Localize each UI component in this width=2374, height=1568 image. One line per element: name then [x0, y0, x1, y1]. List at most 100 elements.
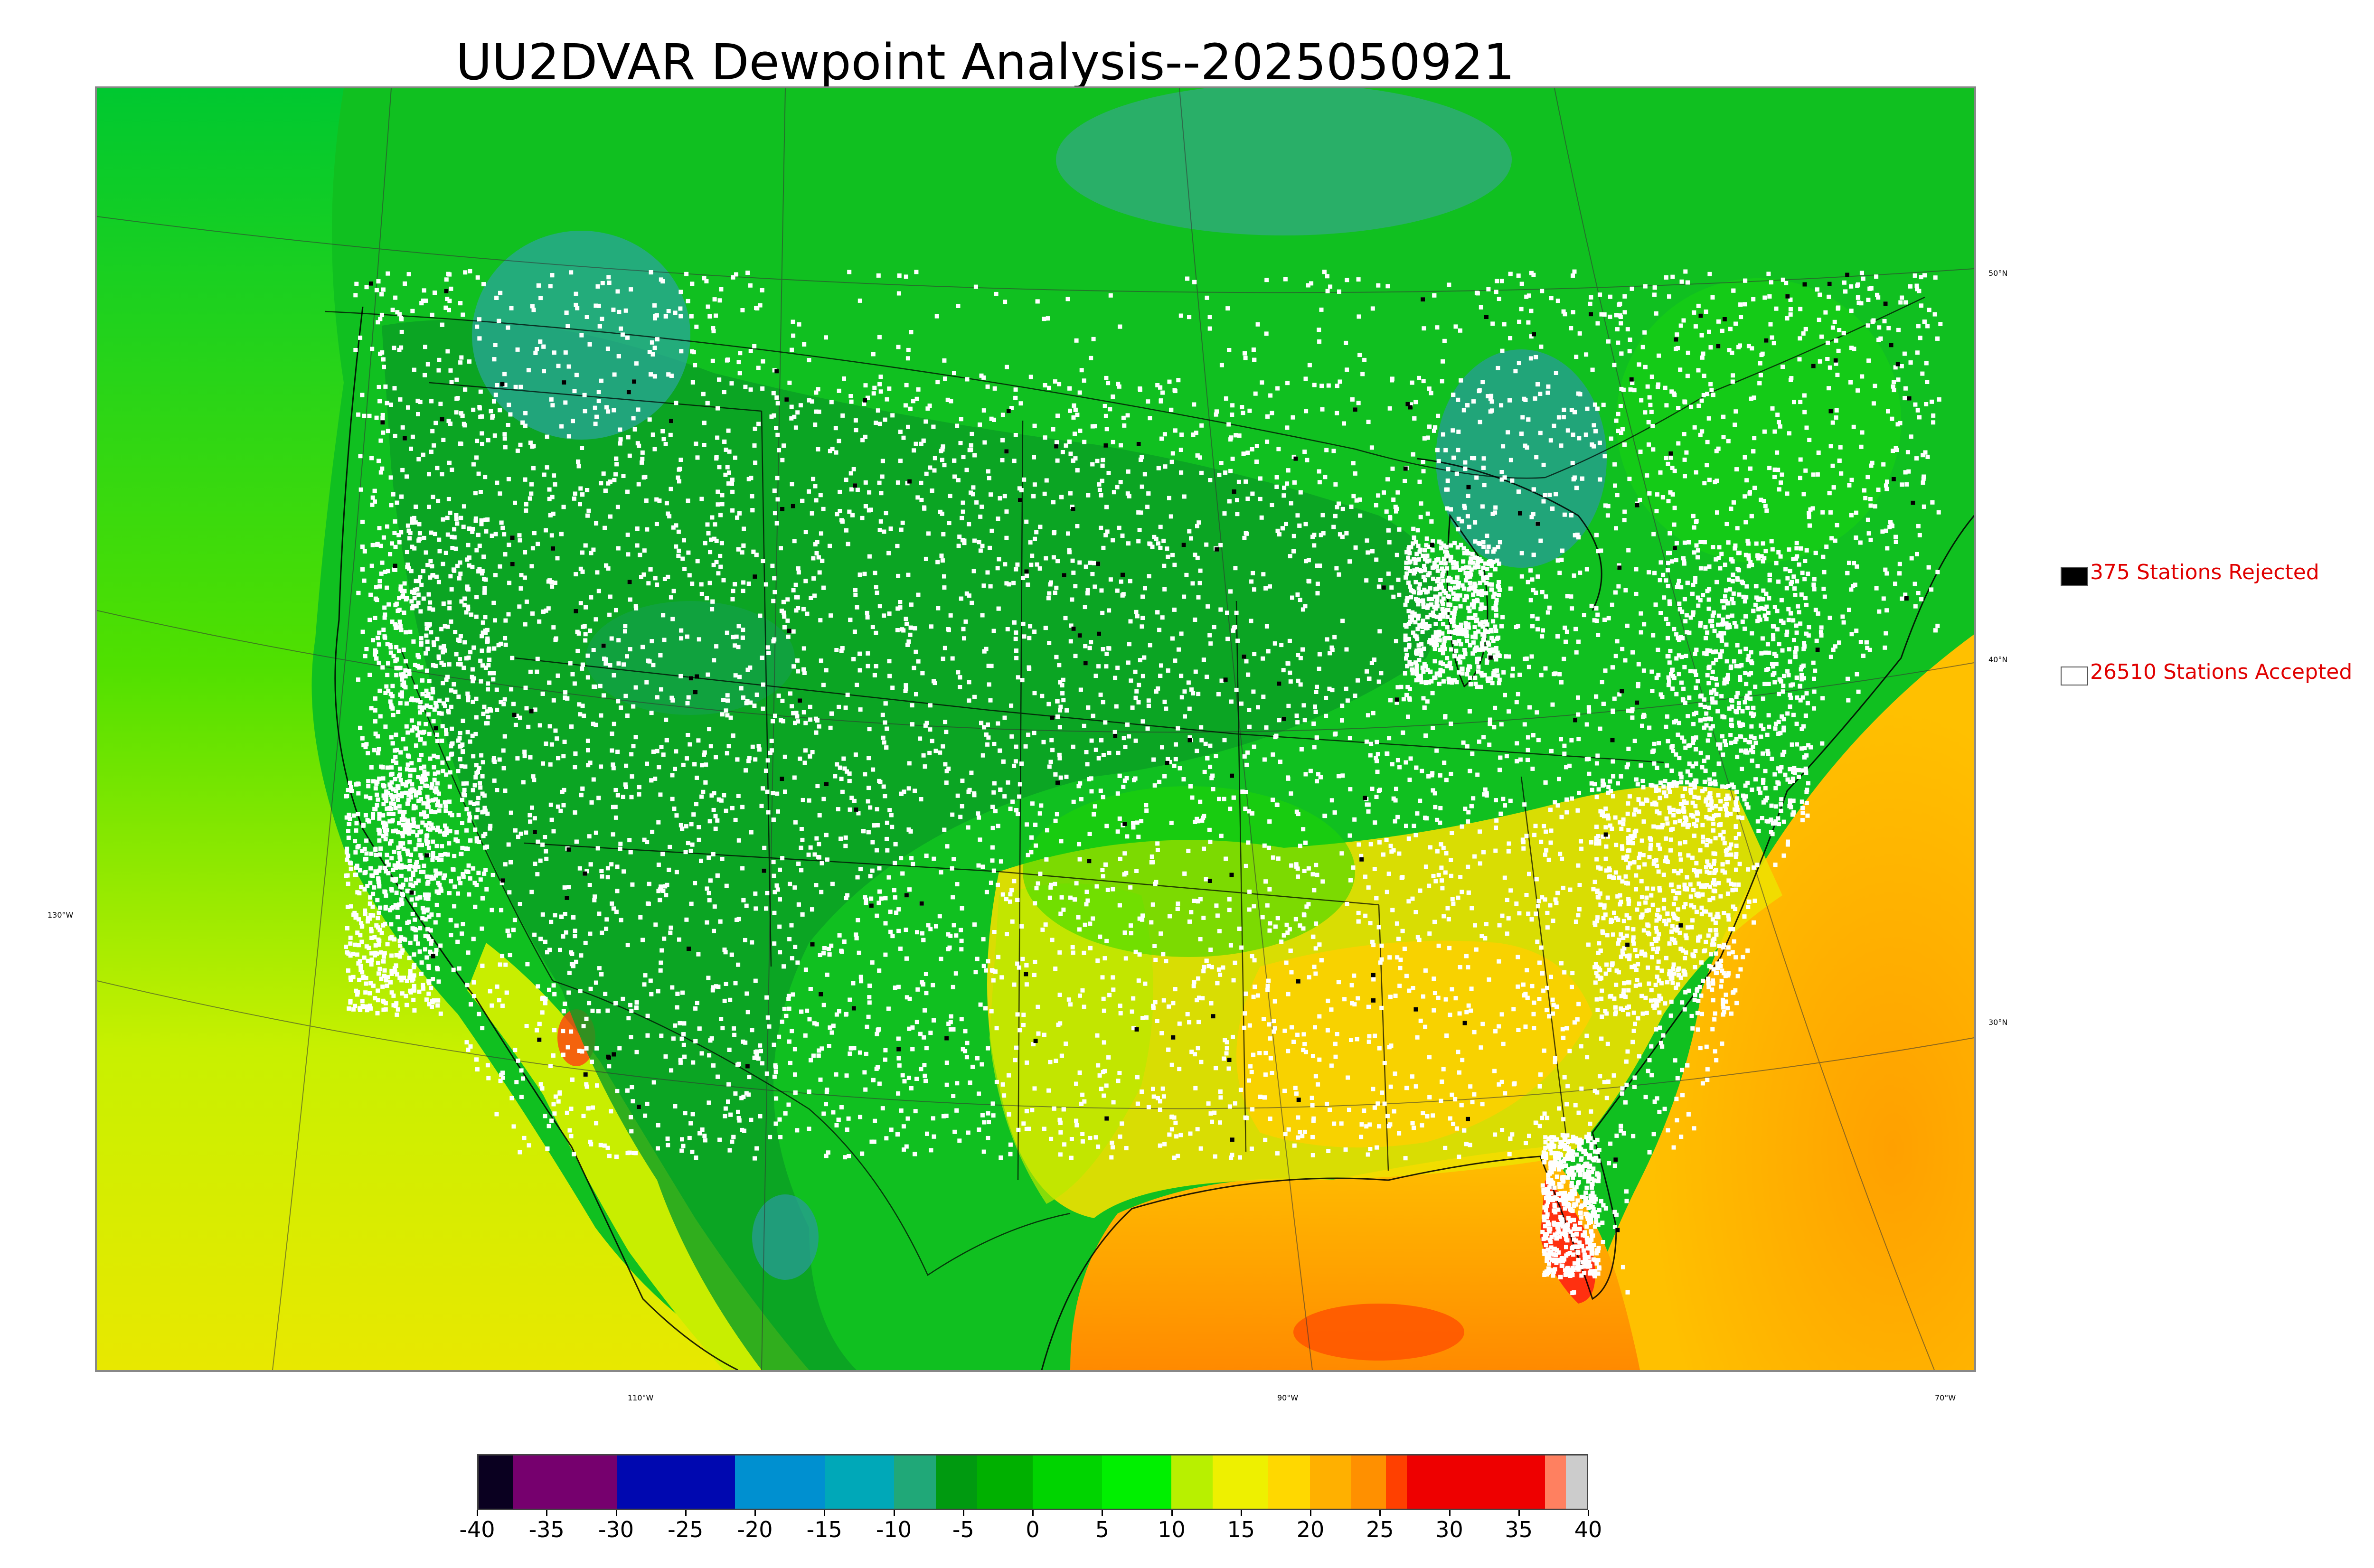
- accepted-station-marker: [655, 749, 659, 753]
- accepted-station-marker: [1763, 650, 1768, 655]
- accepted-station-marker: [1432, 976, 1436, 981]
- accepted-station-marker: [1540, 895, 1545, 900]
- accepted-station-marker: [788, 691, 792, 696]
- accepted-station-marker: [821, 797, 826, 801]
- accepted-station-marker: [1432, 791, 1437, 796]
- accepted-station-marker: [1499, 403, 1504, 408]
- accepted-station-marker: [1738, 675, 1743, 679]
- accepted-station-marker: [1536, 574, 1540, 579]
- accepted-station-marker: [796, 606, 801, 610]
- accepted-station-marker: [1404, 974, 1409, 978]
- accepted-station-marker: [1231, 1034, 1235, 1039]
- accepted-station-marker: [636, 407, 641, 412]
- accepted-station-marker: [674, 401, 678, 405]
- accepted-station-marker: [706, 531, 711, 535]
- accepted-station-marker: [653, 316, 657, 320]
- accepted-station-marker: [726, 1082, 731, 1087]
- accepted-station-marker: [806, 852, 811, 857]
- accepted-station-marker: [1705, 463, 1709, 468]
- accepted-station-marker: [665, 883, 669, 887]
- accepted-station-marker: [1004, 581, 1009, 586]
- accepted-station-marker: [1241, 411, 1245, 415]
- accepted-station-marker: [1248, 1064, 1253, 1069]
- accepted-station-marker: [1724, 522, 1729, 526]
- accepted-station-marker: [1716, 446, 1721, 451]
- accepted-station-marker: [1211, 787, 1215, 791]
- accepted-station-marker: [1477, 388, 1482, 393]
- accepted-station-marker: [1627, 349, 1632, 354]
- accepted-station-marker: [358, 335, 363, 340]
- accepted-station-marker: [585, 653, 590, 658]
- accepted-station-marker: [1497, 1082, 1501, 1087]
- accepted-station-marker: [1226, 422, 1231, 427]
- accepted-station-marker: [884, 511, 888, 516]
- accepted-station-marker: [1448, 1116, 1452, 1121]
- accepted-station-marker: [1192, 402, 1196, 407]
- accepted-station-marker: [1291, 415, 1295, 420]
- accepted-station-marker: [1209, 1001, 1214, 1005]
- accepted-station-marker: [984, 968, 988, 973]
- accepted-station-marker: [530, 546, 535, 551]
- accepted-station-marker: [1500, 348, 1505, 353]
- accepted-station-marker: [1242, 535, 1247, 540]
- accepted-station-marker: [814, 498, 819, 503]
- accepted-station-marker: [1225, 610, 1229, 615]
- accepted-station-marker: [772, 368, 777, 373]
- accepted-station-marker: [1415, 811, 1420, 816]
- accepted-station-marker: [492, 778, 497, 783]
- accepted-station-marker: [904, 1144, 909, 1149]
- accepted-station-marker: [670, 698, 675, 703]
- accepted-station-marker: [612, 478, 617, 482]
- accepted-station-marker: [1213, 1154, 1217, 1159]
- accepted-station-marker: [1549, 296, 1554, 300]
- accepted-station-marker: [1647, 395, 1652, 400]
- accepted-station-marker: [1601, 810, 1605, 815]
- accepted-station-marker: [413, 867, 418, 872]
- accepted-station-marker: [1357, 314, 1361, 319]
- accepted-station-marker: [778, 897, 782, 902]
- accepted-station-marker: [1096, 664, 1101, 669]
- accepted-station-marker: [1615, 493, 1620, 498]
- accepted-station-marker: [1214, 903, 1219, 908]
- accepted-station-marker: [610, 901, 614, 906]
- accepted-station-marker: [793, 820, 798, 825]
- accepted-station-marker: [1070, 597, 1074, 602]
- accepted-station-marker: [1930, 399, 1934, 404]
- accepted-station-marker: [669, 925, 673, 930]
- accepted-station-marker: [566, 364, 571, 369]
- accepted-station-marker: [522, 575, 527, 580]
- accepted-station-marker: [1791, 574, 1796, 579]
- accepted-station-marker: [446, 497, 451, 501]
- accepted-station-marker: [1124, 1146, 1129, 1151]
- accepted-station-marker: [1379, 943, 1384, 948]
- accepted-station-marker: [628, 1003, 633, 1007]
- accepted-station-marker: [640, 457, 645, 461]
- accepted-station-marker: [1601, 1240, 1605, 1244]
- accepted-station-marker: [901, 435, 906, 440]
- accepted-station-marker: [1192, 899, 1196, 903]
- accepted-station-marker: [1410, 380, 1414, 385]
- accepted-station-marker: [1118, 1011, 1123, 1015]
- accepted-station-marker: [1481, 850, 1486, 854]
- accepted-station-marker: [1225, 637, 1230, 641]
- accepted-station-marker: [1683, 269, 1688, 274]
- accepted-station-marker: [1030, 801, 1035, 806]
- accepted-station-marker: [1516, 984, 1520, 989]
- accepted-station-marker: [1201, 816, 1206, 820]
- accepted-station-marker: [1658, 611, 1663, 615]
- accepted-station-marker: [1365, 802, 1369, 807]
- accepted-station-marker: [1186, 848, 1191, 853]
- accepted-station-marker: [490, 873, 495, 877]
- accepted-station-marker: [1335, 384, 1339, 388]
- accepted-station-marker: [1606, 339, 1611, 344]
- accepted-station-marker: [1325, 1028, 1330, 1033]
- accepted-station-marker: [1893, 365, 1898, 370]
- accepted-station-marker: [1205, 675, 1209, 679]
- accepted-station-marker: [728, 715, 733, 720]
- accepted-station-marker: [890, 685, 895, 690]
- accepted-station-marker: [618, 841, 623, 846]
- accepted-station-marker: [1808, 507, 1813, 512]
- accepted-station-marker: [740, 550, 744, 555]
- accepted-station-marker: [877, 480, 882, 485]
- accepted-station-marker: [1250, 954, 1254, 958]
